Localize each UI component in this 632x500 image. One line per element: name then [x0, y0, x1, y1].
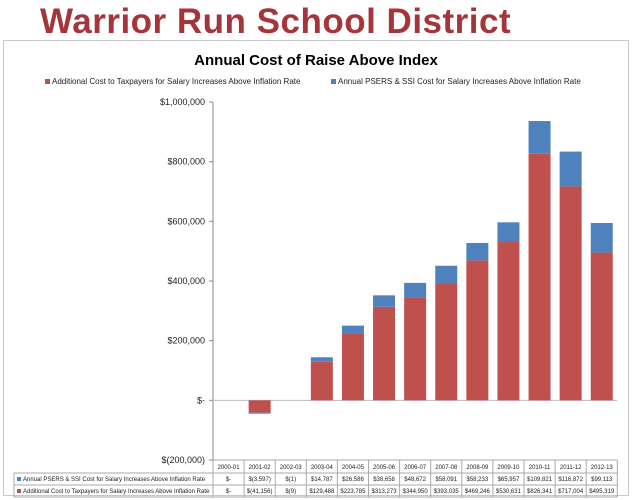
bar-psers	[497, 222, 520, 243]
bar-additional	[373, 306, 396, 401]
legend-swatch-red	[45, 79, 50, 85]
bar-additional	[497, 242, 520, 401]
table-header-cell: 2008-09	[466, 465, 489, 471]
bar-psers	[404, 282, 427, 298]
table-header-cell: 2006-07	[404, 465, 427, 471]
table-header-cell: 2003-04	[311, 465, 334, 471]
district-banner: Warrior Run School District	[40, 2, 512, 41]
bar-psers	[435, 265, 458, 284]
table-header-cell: 2009-10	[497, 465, 520, 471]
table-row-label: Additional Cost to Taxpayers for Salary …	[23, 489, 210, 495]
table-cell: $26,586	[342, 477, 364, 483]
table-cell: $(41,156)	[247, 489, 273, 495]
chart-frame	[3, 40, 629, 496]
legend-swatch-blue	[331, 79, 336, 85]
table-header-cell: 2010-11	[529, 465, 551, 471]
legend-item-psers: Annual PSERS & SSI Cost for Salary Incre…	[331, 77, 581, 86]
bar-psers	[248, 412, 271, 414]
table-cell: $65,957	[498, 477, 520, 483]
bar-psers	[341, 325, 364, 334]
table-cell: $(1)	[285, 477, 296, 483]
table-cell: $(9)	[285, 489, 296, 495]
bar-additional	[590, 252, 613, 401]
y-tick-label: $1,000,000	[160, 97, 205, 107]
bar-psers	[590, 222, 613, 253]
table-header-cell: 2002-03	[280, 465, 303, 471]
table-cell: $14,787	[311, 477, 333, 483]
table-cell: $313,273	[372, 489, 398, 495]
bar-additional	[404, 297, 427, 401]
bar-psers	[466, 242, 489, 261]
table-cell: $495,319	[589, 489, 615, 495]
table-cell: $38,658	[373, 477, 395, 483]
table-legend-key	[17, 477, 21, 481]
table-header-cell: 2001-02	[249, 465, 272, 471]
y-tick-label: $800,000	[167, 157, 205, 167]
table-row-label: Annual PSERS & SSI Cost for Salary Incre…	[23, 477, 206, 483]
table-cell: $116,872	[558, 477, 583, 483]
table-cell: $223,785	[340, 489, 366, 495]
y-tick-label: $-	[197, 395, 205, 405]
bar-additional	[559, 186, 582, 401]
table-legend-key	[17, 489, 21, 493]
bar-psers	[373, 295, 396, 307]
table-cell: $717,004	[558, 489, 584, 495]
table-cell: $530,631	[496, 489, 522, 495]
legend-label: Annual PSERS & SSI Cost for Salary Incre…	[338, 77, 581, 86]
table-header-cell: 2000-01	[218, 465, 241, 471]
table-cell: $129,488	[309, 489, 335, 495]
table-cell: $48,672	[404, 477, 426, 483]
table-cell: $-	[226, 489, 231, 495]
table-header-cell: 2005-06	[373, 465, 396, 471]
table-cell: $393,035	[434, 489, 460, 495]
table-cell: $(3,597)	[248, 477, 270, 483]
bar-additional	[528, 153, 551, 401]
legend-label: Additional Cost to Taxpayers for Salary …	[52, 77, 301, 86]
y-tick-label: $200,000	[167, 336, 205, 346]
legend-item-additional: Additional Cost to Taxpayers for Salary …	[45, 77, 300, 86]
table-cell: $109,821	[527, 477, 553, 483]
bar-additional	[310, 361, 333, 401]
y-tick-label: $400,000	[167, 276, 205, 286]
table-header-cell: 2007-08	[435, 465, 458, 471]
table-cell: $344,950	[403, 489, 429, 495]
table-header-cell: 2011-12	[560, 465, 582, 471]
table-header-cell: 2012-13	[591, 465, 614, 471]
table-cell: $-	[226, 477, 231, 483]
table-cell: $826,341	[527, 489, 553, 495]
table-cell: $469,246	[465, 489, 491, 495]
bar-psers	[559, 151, 582, 187]
bar-additional	[341, 333, 364, 401]
chart-title: Annual Cost of Raise Above Index	[194, 52, 438, 69]
y-tick-label: $(200,000)	[161, 455, 205, 465]
table-cell: $99,113	[591, 477, 613, 483]
bar-additional	[466, 260, 489, 401]
table-cell: $58,091	[435, 477, 457, 483]
bar-psers	[528, 121, 551, 154]
table-header-cell: 2004-05	[342, 465, 365, 471]
y-tick-label: $600,000	[167, 216, 205, 226]
bar-psers	[310, 357, 333, 362]
bar-additional	[435, 283, 458, 401]
table-cell: $58,233	[466, 477, 488, 483]
bar-additional	[248, 400, 271, 413]
